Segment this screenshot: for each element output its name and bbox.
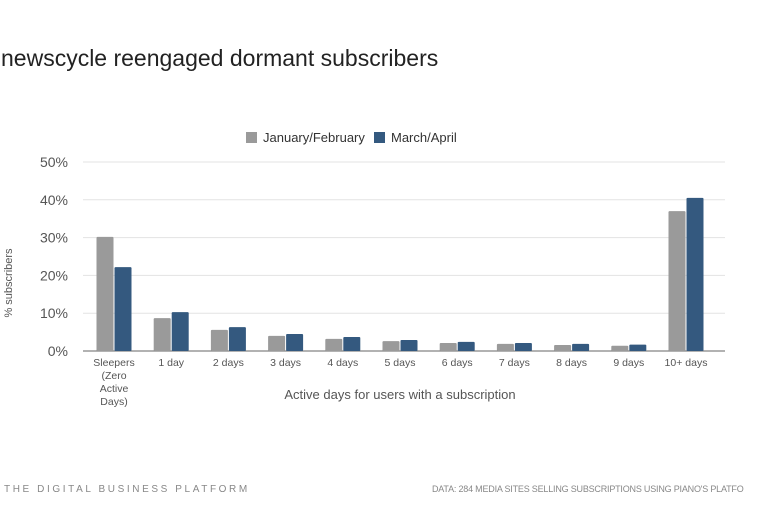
bar-jan-feb xyxy=(668,211,686,351)
bar-mar-apr xyxy=(572,343,590,351)
x-tick-label: 2 days xyxy=(213,357,244,369)
bar-mar-apr xyxy=(514,343,532,351)
x-tick-label: 3 days xyxy=(270,357,301,369)
x-tick-label: Sleepers xyxy=(93,357,134,369)
x-axis-title: Active days for users with a subscriptio… xyxy=(284,387,515,402)
bar-mar-apr xyxy=(686,197,704,351)
bar-jan-feb xyxy=(153,318,171,351)
bar-mar-apr xyxy=(457,341,475,351)
bar-mar-apr xyxy=(629,344,647,351)
legend-swatch xyxy=(246,132,257,143)
bar-mar-apr xyxy=(286,333,304,351)
page-title: newscycle reengaged dormant subscribers xyxy=(1,45,439,71)
y-tick-label: 50% xyxy=(40,154,68,170)
y-tick-label: 10% xyxy=(40,305,68,321)
bar-jan-feb xyxy=(382,341,400,351)
bar-chart: 0% 10% 20% 30% 40% 50% Sleepers(ZeroActiveDays… xyxy=(3,130,725,408)
bar-jan-feb xyxy=(210,329,228,351)
legend-label: March/April xyxy=(391,130,457,145)
x-tick-label: 4 days xyxy=(327,357,358,369)
bar-mar-apr xyxy=(171,312,189,351)
bar-jan-feb xyxy=(96,236,114,351)
y-tick-label: 20% xyxy=(40,267,68,283)
x-tick-label: Days) xyxy=(100,396,127,408)
y-axis-title: % subscribers xyxy=(3,248,15,318)
bar-jan-feb xyxy=(496,343,514,351)
bar-jan-feb xyxy=(554,344,572,351)
x-tick-label: 6 days xyxy=(442,357,473,369)
legend-swatch xyxy=(374,132,385,143)
bar-jan-feb xyxy=(611,345,629,351)
bar-jan-feb xyxy=(325,338,343,351)
x-tick-label: 5 days xyxy=(385,357,416,369)
x-tick-label: (Zero xyxy=(101,370,126,382)
bar-jan-feb xyxy=(268,335,286,351)
footer-brand: THE DIGITAL BUSINESS PLATFORM xyxy=(4,484,250,495)
x-tick-label: 1 day xyxy=(158,357,184,369)
footer-source: DATA: 284 MEDIA SITES SELLING SUBSCRIPTI… xyxy=(432,484,744,494)
legend-label: January/February xyxy=(263,130,365,145)
bar-mar-apr xyxy=(400,340,418,351)
x-tick-label: Active xyxy=(100,383,129,395)
bar-mar-apr xyxy=(228,327,246,351)
bar-mar-apr xyxy=(114,267,132,351)
x-tick-label: 9 days xyxy=(613,357,644,369)
bar-mar-apr xyxy=(343,337,361,351)
bar-jan-feb xyxy=(439,343,457,351)
y-tick-label: 40% xyxy=(40,192,68,208)
y-tick-label: 0% xyxy=(48,343,68,359)
x-tick-label: 8 days xyxy=(556,357,587,369)
x-tick-label: 7 days xyxy=(499,357,530,369)
y-tick-label: 30% xyxy=(40,230,68,246)
x-tick-label: 10+ days xyxy=(665,357,708,369)
